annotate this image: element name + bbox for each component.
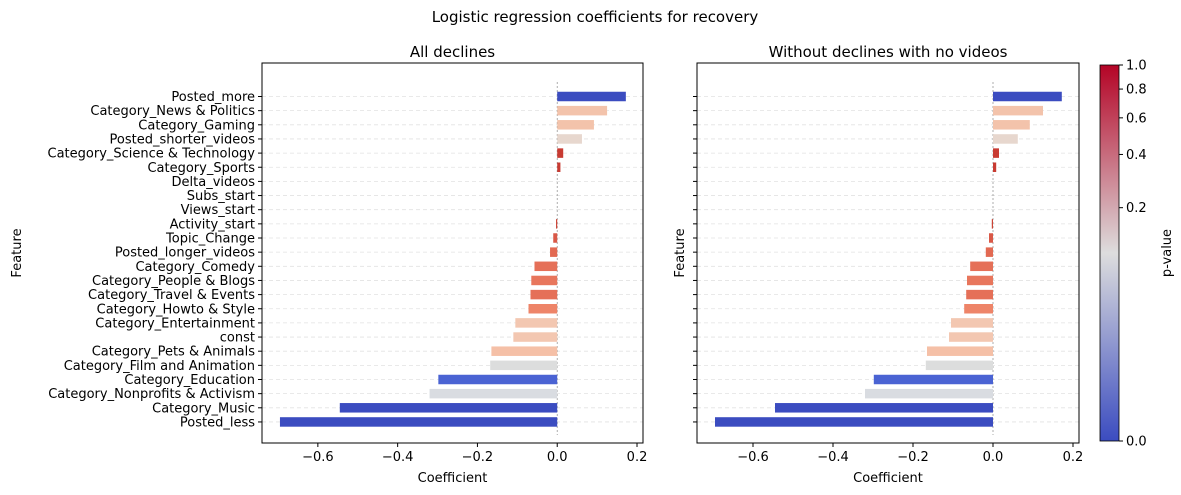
y-tick-label: Category_Sports [147, 161, 255, 176]
x-tick-label: 0.0 [547, 450, 568, 465]
x-tick-label: −0.4 [817, 450, 849, 465]
bar [557, 105, 608, 116]
bar [515, 318, 558, 328]
axes-frame [261, 62, 644, 444]
axes-frame [696, 62, 1080, 444]
bar [993, 120, 1030, 130]
y-tick-label: Topic_Change [165, 232, 255, 247]
y-tick-label: Category_Film and Animation [64, 359, 255, 374]
bar [967, 275, 993, 286]
bar [993, 105, 1043, 116]
bar [925, 360, 993, 371]
y-tick-label: Category_Comedy [135, 260, 255, 275]
bar [531, 275, 558, 286]
colorbar-label: p-value [1160, 229, 1175, 277]
y-tick-label: Activity_start [170, 217, 255, 232]
colorbar-tick-label: 0.6 [1126, 111, 1147, 126]
y-tick-label: Category_Education [124, 373, 255, 388]
y-tick-label: Delta_videos [172, 175, 256, 190]
bar [966, 289, 993, 300]
y-tick-label: Category_Science & Technology [48, 147, 256, 162]
y-tick-label: Posted_less [180, 415, 255, 430]
colorbar-tick-label: 0.2 [1126, 201, 1147, 216]
y-tick-label: Subs_start [187, 189, 255, 204]
bar [993, 91, 1062, 102]
x-tick-label: −0.4 [382, 450, 414, 465]
bar [429, 388, 558, 399]
y-tick-label: Category_Travel & Events [88, 288, 255, 303]
bar [991, 219, 993, 229]
bar [490, 360, 558, 371]
colorbar-tick-label: 1.0 [1126, 59, 1147, 74]
figure-title: Logistic regression coefficients for rec… [432, 8, 759, 26]
y-tick-label: Category_News & Politics [90, 104, 255, 119]
y-tick-label: Category_Music [152, 401, 255, 416]
panel-title: All declines [410, 43, 495, 61]
bar [715, 417, 993, 427]
bar [964, 304, 993, 314]
bar [530, 289, 558, 300]
colorbar-tick-label: 0.4 [1126, 148, 1147, 163]
y-axis-label: Feature [10, 228, 25, 277]
y-tick-label: Posted_more [171, 90, 255, 105]
y-tick-label: Posted_shorter_videos [110, 132, 256, 147]
bar [438, 374, 558, 385]
panel-1: −0.6 −0.4 −0.2 0.0 0.2 Posted_moreCategory_Ne… [10, 43, 647, 486]
colorbar-tick-label: 0.8 [1126, 83, 1147, 98]
bar [949, 332, 993, 342]
bar [279, 417, 558, 427]
bar [339, 403, 558, 413]
bar [528, 304, 558, 314]
bar [534, 261, 558, 272]
x-tick-label: −0.2 [462, 450, 494, 465]
bar [553, 233, 558, 243]
bar [513, 332, 558, 342]
colorbar-tick-label: 0.0 [1126, 435, 1147, 450]
bar [951, 318, 993, 328]
bar [985, 247, 993, 257]
bar [775, 403, 993, 413]
bar [865, 388, 993, 399]
bar [927, 346, 993, 356]
x-tick-label: 0.2 [627, 450, 648, 465]
bar [556, 219, 558, 229]
y-tick-label: Category_Entertainment [95, 316, 255, 331]
x-tick-label: −0.6 [737, 450, 769, 465]
bar [993, 162, 997, 172]
y-tick-label: Category_People & Blogs [92, 274, 255, 289]
bar [993, 148, 999, 158]
bar [557, 120, 594, 130]
bar [557, 162, 561, 172]
x-axis-label: Coefficient [853, 471, 923, 486]
y-tick-label: Category_Gaming [138, 118, 255, 133]
y-tick-label: Category_Pets & Animals [92, 345, 256, 360]
panel-title: Without declines with no videos [769, 43, 1008, 61]
panel-2: −0.6 −0.4 −0.2 0.0 0.2 Without declines with … [673, 43, 1083, 486]
x-axis-label: Coefficient [418, 471, 488, 486]
bar [993, 134, 1018, 144]
y-tick-label: Category_Nonprofits & Activism [48, 387, 255, 402]
bar [989, 233, 993, 243]
y-tick-label: Category_Howto & Style [97, 302, 255, 317]
bar [557, 91, 626, 102]
x-tick-label: −0.6 [302, 450, 334, 465]
bar [557, 148, 564, 158]
y-tick-label: Posted_longer_videos [115, 246, 255, 261]
y-axis-label: Feature [673, 228, 688, 277]
bar [970, 261, 993, 272]
y-tick-label: Views_start [181, 203, 255, 218]
x-tick-label: 0.2 [1063, 450, 1084, 465]
bar [873, 374, 993, 385]
x-tick-label: −0.2 [897, 450, 929, 465]
x-tick-label: 0.0 [983, 450, 1004, 465]
bar [550, 247, 558, 257]
bar [491, 346, 558, 356]
bar [557, 134, 582, 144]
colorbar [1099, 64, 1120, 442]
y-tick-label: const [220, 331, 255, 346]
